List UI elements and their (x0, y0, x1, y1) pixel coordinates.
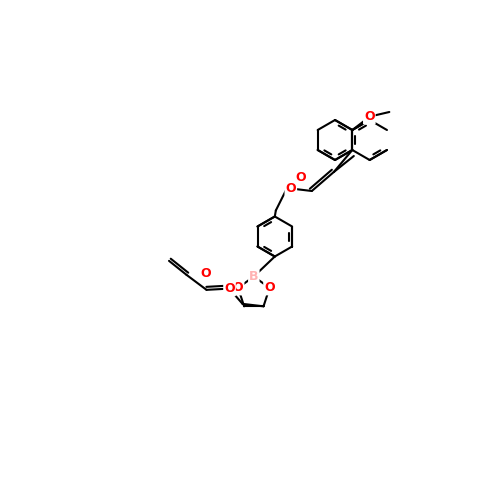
Text: O: O (286, 182, 296, 195)
Text: O: O (364, 110, 374, 124)
Text: O: O (224, 282, 235, 296)
Text: O: O (200, 267, 211, 280)
Text: B: B (249, 270, 258, 283)
Text: O: O (233, 282, 243, 294)
Text: O: O (264, 282, 275, 294)
Text: O: O (295, 172, 306, 184)
